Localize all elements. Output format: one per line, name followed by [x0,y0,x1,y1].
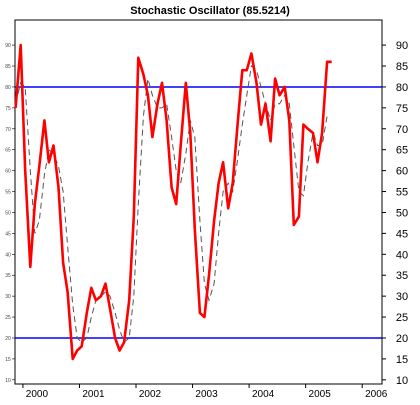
y-tick-label-left: 70 [5,127,11,133]
y-tick-label-left: 80 [5,85,11,91]
y-tick-label-right: 45 [396,228,408,240]
stochastic-k-line [14,43,332,361]
stochastic-d-line [15,65,328,344]
y-tick-label-right: 60 [396,166,408,178]
y-tick-label-right: 80 [396,82,408,94]
chart-title: Stochastic Oscillator (85.5214) [130,5,290,17]
x-tick-label: 2000 [26,389,49,400]
y-tick-label-left: 35 [5,273,11,279]
y-tick-label-left: 85 [5,64,11,70]
y-tick-label-right: 55 [396,187,408,199]
y-tick-label-right: 30 [396,291,408,303]
y-tick-label-left: 55 [5,190,11,196]
y-tick-label-left: 30 [5,294,11,300]
y-tick-label-right: 40 [396,249,408,261]
y-tick-label-right: 10 [396,375,408,387]
x-tick-label: 2004 [252,389,275,400]
plot-frame [14,19,383,385]
y-tick-label-right: 75 [396,103,408,115]
y-tick-label-left: 90 [5,43,11,49]
x-tick-label: 2001 [82,389,105,400]
y-tick-label-left: 25 [5,315,11,321]
x-tick-label: 2003 [195,389,218,400]
y-tick-label-left: 20 [5,336,11,342]
y-tick-label-right: 20 [396,333,408,345]
x-tick-label: 2006 [365,389,388,400]
y-tick-label-right: 85 [396,61,408,73]
y-tick-label-right: 25 [396,312,408,324]
x-tick-label: 2005 [309,389,332,400]
y-tick-label-right: 65 [396,145,408,157]
y-tick-label-right: 90 [396,40,408,52]
y-tick-label-left: 40 [5,252,11,258]
y-tick-label-left: 65 [5,148,11,154]
y-tick-label-left: 10 [5,378,11,384]
y-tick-label-left: 15 [5,357,11,363]
y-tick-label-left: 50 [5,210,11,216]
y-tick-label-left: 45 [5,231,11,237]
y-tick-label-right: 70 [396,124,408,136]
x-tick-label: 2002 [139,389,162,400]
y-tick-label-right: 50 [396,207,408,219]
y-tick-label-right: 35 [396,270,408,282]
y-tick-label-left: 60 [5,169,11,175]
y-tick-label-right: 15 [396,354,408,366]
y-tick-label-left: 75 [5,106,11,112]
